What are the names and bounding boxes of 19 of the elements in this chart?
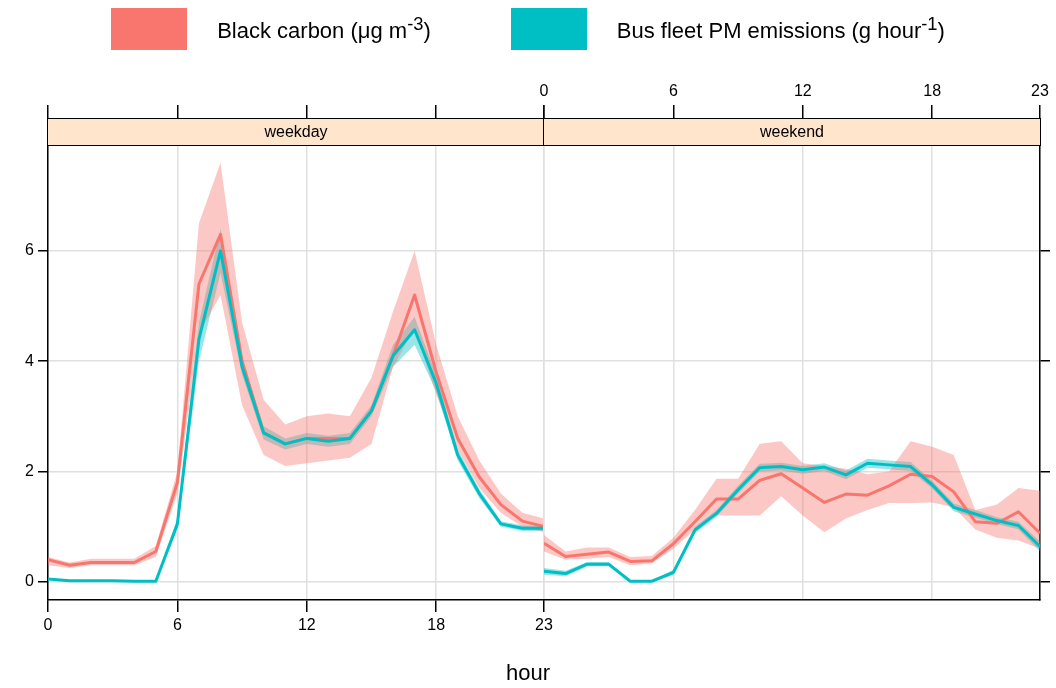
x2-tick-label: 23 bbox=[1031, 81, 1049, 99]
x-tick-label: 0 bbox=[43, 616, 53, 634]
y-tick-label: 0 bbox=[25, 572, 35, 590]
x-tick-label: 12 bbox=[297, 616, 316, 634]
y-tick-label: 4 bbox=[25, 351, 35, 369]
x-tick-label: 6 bbox=[172, 616, 182, 634]
chart-title: weekday bbox=[47, 118, 545, 146]
legend-label: Bus fleet PM emissions (g hour$^{-1}$) bbox=[616, 13, 945, 45]
y-tick-label: 6 bbox=[25, 241, 35, 259]
x-tick-label: 23 bbox=[535, 616, 553, 634]
x2-tick-label: 0 bbox=[539, 81, 549, 99]
x2-tick-label: 6 bbox=[668, 81, 678, 99]
chart-title: weekend bbox=[543, 118, 1041, 146]
x-tick-label: 18 bbox=[427, 616, 446, 634]
legend-label: Black carbon (μg m$^{-3}$) bbox=[217, 13, 431, 45]
y-tick-label: 2 bbox=[25, 461, 35, 479]
x-axis-title: hour bbox=[504, 660, 551, 686]
x2-tick-label: 18 bbox=[923, 81, 942, 99]
x2-tick-label: 12 bbox=[793, 81, 812, 99]
